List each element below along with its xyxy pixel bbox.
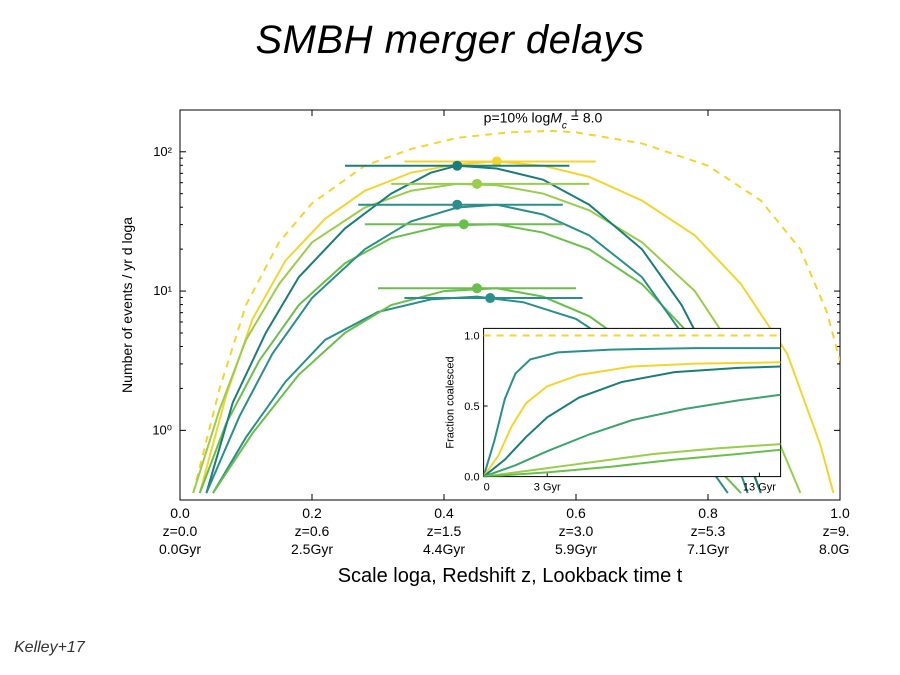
xtick-z: z=0.6 (295, 523, 330, 539)
xtick-z: z=0.0 (163, 523, 198, 539)
xtick-t: 4.4Gyr (423, 541, 465, 557)
y-axis-label: Number of events / yr d loga (119, 217, 135, 393)
xtick-t: 2.5Gyr (291, 541, 333, 557)
marker-dot (485, 293, 495, 303)
slide: SMBH merger delays Kelley+17 10⁰ 10¹ 10² 0.… (0, 0, 900, 675)
xtick-z: z=3.0 (559, 523, 594, 539)
chart-container: 10⁰ 10¹ 10² 0.0 z=0.0 0.0Gyr 0.2 z=0.6 2.5Gyr 0.4… (110, 100, 850, 600)
ytick-label: 10⁰ (152, 422, 172, 437)
x-axis-label: Scale loga, Redshift z, Lookback time t (338, 565, 683, 587)
main-chart: 10⁰ 10¹ 10² 0.0 z=0.0 0.0Gyr 0.2 z=0.6 2.5Gyr 0.4… (110, 100, 850, 600)
inset-xtick: 13 Gyr (743, 482, 776, 494)
inset-ytick: 0.0 (464, 472, 479, 484)
xtick-a: 0.6 (566, 505, 586, 521)
xtick-t: 0.0Gyr (159, 541, 201, 557)
marker-dot (452, 200, 462, 210)
inset-xtick: 3 Gyr (534, 482, 561, 494)
ytick-label: 10¹ (153, 283, 172, 298)
annotation: p=10% logMc = 8.0 (484, 109, 603, 131)
xtick-a: 0.2 (302, 505, 322, 521)
marker-dot (459, 219, 469, 229)
marker-dot (472, 179, 482, 189)
inset-ylabel: Fraction coalesced (445, 356, 457, 448)
xtick-z: z=5.3 (691, 523, 726, 539)
xtick-a: 1.0 (830, 505, 850, 521)
xtick-a: 0.4 (434, 505, 454, 521)
marker-dot (472, 283, 482, 293)
slide-title: SMBH merger delays (0, 18, 900, 63)
xtick-a: 0.8 (698, 505, 718, 521)
xtick-z: z=9.0 (823, 523, 850, 539)
xtick-z: z=1.5 (427, 523, 462, 539)
inset-ytick: 0.5 (464, 401, 479, 413)
xtick-a: 0.0 (170, 505, 190, 521)
marker-dot (452, 161, 462, 171)
credit-text: Kelley+17 (14, 639, 85, 657)
inset-xtick: 0 (484, 482, 490, 494)
ytick-label: 10² (153, 144, 172, 159)
xtick-t: 7.1Gyr (687, 541, 729, 557)
inset-ytick: 1.0 (464, 330, 479, 342)
xtick-t: 5.9Gyr (555, 541, 597, 557)
xtick-t: 8.0Gyr (819, 541, 850, 557)
